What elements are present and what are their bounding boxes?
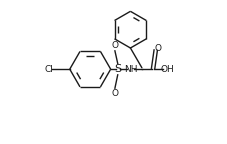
- Text: S: S: [114, 64, 121, 74]
- Text: NH: NH: [124, 65, 138, 74]
- Text: O: O: [111, 41, 118, 50]
- Text: O: O: [111, 89, 118, 98]
- Text: Cl: Cl: [45, 65, 54, 74]
- Text: O: O: [154, 43, 161, 53]
- Text: OH: OH: [160, 65, 174, 74]
